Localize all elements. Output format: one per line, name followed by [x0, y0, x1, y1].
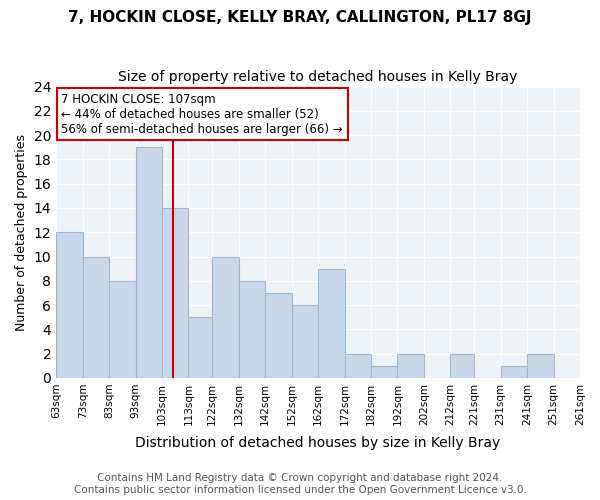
- X-axis label: Distribution of detached houses by size in Kelly Bray: Distribution of detached houses by size …: [136, 436, 501, 450]
- Bar: [371, 366, 397, 378]
- Bar: [109, 281, 136, 378]
- Bar: [239, 281, 265, 378]
- Text: 7 HOCKIN CLOSE: 107sqm
← 44% of detached houses are smaller (52)
56% of semi-det: 7 HOCKIN CLOSE: 107sqm ← 44% of detached…: [61, 92, 343, 136]
- Bar: [344, 354, 371, 378]
- Y-axis label: Number of detached properties: Number of detached properties: [15, 134, 28, 330]
- Bar: [451, 354, 474, 378]
- Bar: [397, 354, 424, 378]
- Bar: [318, 268, 344, 378]
- Text: Contains HM Land Registry data © Crown copyright and database right 2024.
Contai: Contains HM Land Registry data © Crown c…: [74, 474, 526, 495]
- Bar: [527, 354, 554, 378]
- Bar: [188, 317, 212, 378]
- Bar: [136, 148, 162, 378]
- Bar: [83, 256, 109, 378]
- Title: Size of property relative to detached houses in Kelly Bray: Size of property relative to detached ho…: [118, 70, 518, 84]
- Bar: [500, 366, 527, 378]
- Bar: [56, 232, 83, 378]
- Bar: [212, 256, 239, 378]
- Bar: [292, 305, 318, 378]
- Bar: [265, 293, 292, 378]
- Text: 7, HOCKIN CLOSE, KELLY BRAY, CALLINGTON, PL17 8GJ: 7, HOCKIN CLOSE, KELLY BRAY, CALLINGTON,…: [68, 10, 532, 25]
- Bar: [162, 208, 188, 378]
